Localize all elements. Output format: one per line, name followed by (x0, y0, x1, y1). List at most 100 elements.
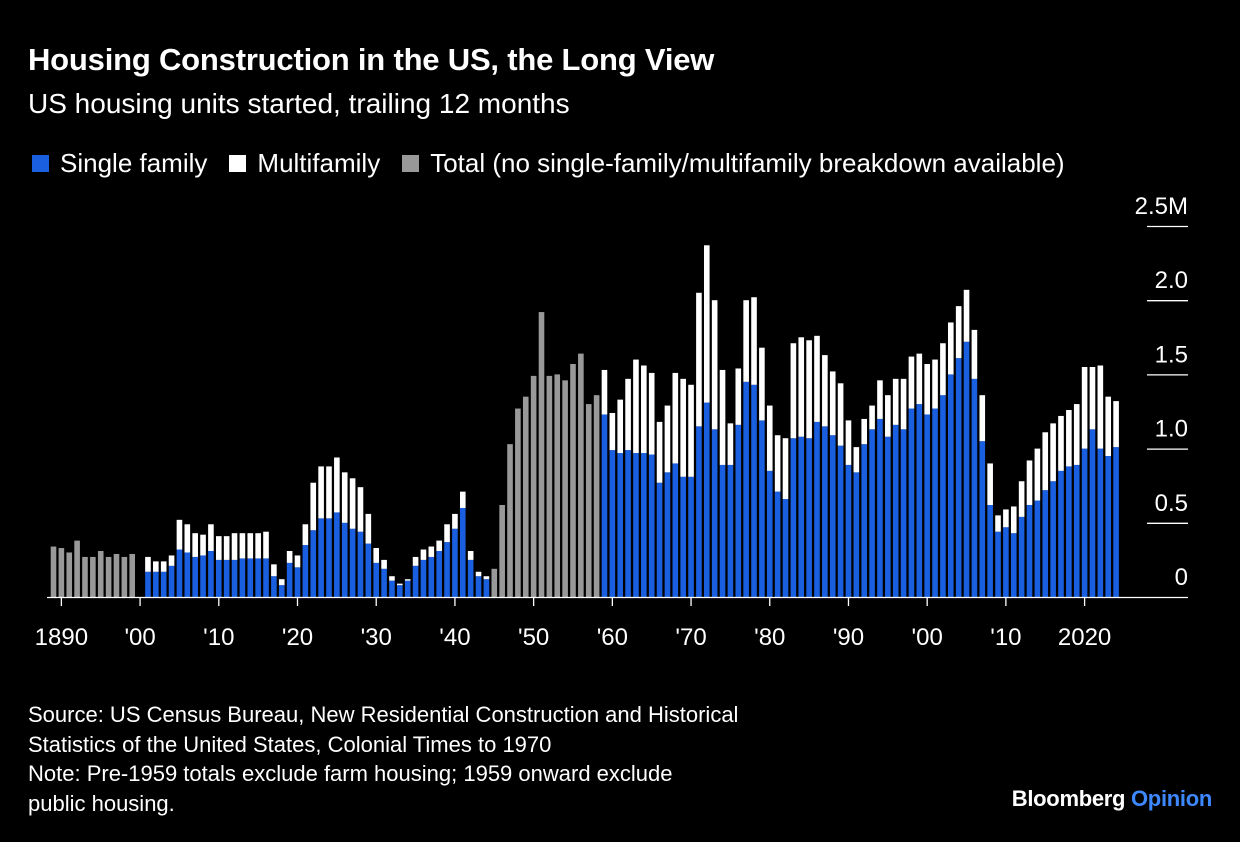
bar-single-1937 (428, 556, 435, 597)
bar-single-1915 (255, 558, 261, 597)
bar-single-2011 (1010, 533, 1017, 597)
source-line-1: Source: US Census Bureau, New Residentia… (28, 702, 739, 727)
bar-single-1967 (664, 472, 671, 597)
bar-multi-1968 (672, 372, 679, 464)
bar-single-1935 (412, 565, 419, 597)
bar-single-1999 (916, 404, 923, 597)
source-note: Source: US Census Bureau, New Residentia… (28, 700, 738, 818)
bar-multi-1978 (751, 297, 757, 385)
bar-multi-1977 (743, 300, 749, 382)
legend-item-single-family: Single family (32, 148, 207, 179)
bar-total-1956 (578, 353, 584, 597)
bar-multi-1990 (845, 420, 852, 465)
bar-single-1943 (475, 576, 482, 597)
bar-single-1942 (467, 559, 474, 597)
bar-single-1970 (688, 476, 694, 597)
bar-single-1988 (829, 435, 836, 597)
y-tick-label-2.0: 2.0 (1155, 267, 1188, 294)
bar-single-2021 (1089, 429, 1096, 597)
bar-single-1969 (680, 476, 686, 597)
bar-total-1955 (570, 364, 576, 597)
bar-single-1908 (200, 555, 206, 597)
note-line-1: Note: Pre-1959 totals exclude farm housi… (28, 761, 673, 786)
bar-multi-1907 (192, 533, 198, 557)
bar-single-2023 (1105, 456, 1112, 597)
bar-total-1954 (562, 380, 568, 597)
bar-multi-2023 (1105, 396, 1112, 457)
bloomberg-opinion-logo: Bloomberg Opinion (1012, 786, 1213, 812)
bar-multi-1908 (200, 534, 206, 556)
bar-multi-1984 (798, 337, 805, 437)
bar-total-1945 (491, 568, 498, 597)
bar-single-1991 (853, 472, 860, 597)
bar-multi-1959 (601, 369, 608, 415)
bar-multi-1932 (389, 576, 395, 581)
bar-multi-1940 (452, 513, 458, 529)
x-tick-label-1990: '90 (833, 624, 864, 651)
bar-single-1936 (420, 559, 427, 597)
bar-multi-1933 (397, 583, 403, 586)
bar-single-1987 (822, 426, 828, 597)
bar-single-2004 (955, 358, 962, 597)
bar-multi-1975 (727, 423, 734, 465)
bar-multi-1976 (735, 368, 742, 425)
bar-multi-1963 (633, 359, 639, 454)
bar-single-1992 (861, 444, 868, 597)
bar-single-1939 (444, 542, 450, 597)
bar-total-1948 (515, 408, 521, 597)
bar-multi-2012 (1018, 481, 1025, 517)
bar-multi-1974 (719, 369, 726, 465)
bar-single-1914 (247, 558, 254, 597)
bar-single-1940 (452, 528, 458, 597)
bar-multi-1935 (412, 556, 419, 566)
bar-multi-1972 (703, 245, 710, 403)
bar-multi-1902 (153, 561, 159, 572)
bar-multi-2003 (947, 322, 954, 375)
bar-single-1981 (774, 491, 781, 597)
bar-single-1995 (885, 436, 891, 597)
bar-multi-1910 (215, 536, 222, 560)
x-tick-label-1890: 1890 (35, 624, 88, 651)
bar-single-1941 (459, 507, 466, 597)
bar-multi-1993 (869, 405, 875, 430)
bar-multi-1961 (617, 399, 624, 454)
bar-single-2007 (979, 441, 986, 597)
bar-single-2003 (947, 374, 954, 597)
bar-multi-1922 (310, 482, 317, 531)
bar-multi-1928 (357, 487, 364, 532)
bar-total-1898 (121, 556, 128, 597)
bar-multi-1911 (223, 536, 230, 560)
bar-multi-1921 (302, 524, 309, 546)
bar-multi-1981 (774, 435, 781, 492)
bar-total-1899 (129, 553, 136, 597)
bar-multi-1988 (829, 371, 836, 436)
bar-multi-1969 (680, 378, 686, 477)
bar-single-1926 (341, 522, 348, 597)
bar-total-1957 (585, 404, 592, 597)
bar-single-2000 (924, 414, 930, 597)
bar-total-1895 (97, 551, 104, 597)
bar-multi-1916 (263, 531, 269, 559)
bar-single-2010 (1003, 527, 1009, 597)
bar-multi-2017 (1058, 415, 1064, 471)
bar-multi-2006 (971, 329, 978, 379)
bar-single-1983 (790, 438, 797, 597)
bar-multi-2002 (940, 343, 946, 396)
bar-single-1964 (641, 453, 647, 597)
bar-multi-1913 (239, 533, 246, 559)
bar-multi-1937 (428, 546, 435, 557)
bar-multi-2020 (1081, 366, 1088, 449)
bar-multi-1962 (625, 378, 631, 451)
bar-single-1921 (302, 545, 309, 597)
bar-multi-2022 (1097, 365, 1104, 449)
bar-single-2001 (932, 408, 938, 597)
bar-total-1950 (530, 375, 537, 597)
bar-multi-1931 (381, 559, 387, 569)
bar-single-1931 (381, 568, 387, 597)
bar-single-1966 (656, 482, 663, 597)
bar-single-2014 (1034, 500, 1041, 597)
bar-single-2024 (1113, 447, 1119, 597)
bar-single-2016 (1050, 481, 1056, 597)
bar-single-1925 (334, 512, 340, 597)
bar-single-1996 (892, 424, 899, 597)
